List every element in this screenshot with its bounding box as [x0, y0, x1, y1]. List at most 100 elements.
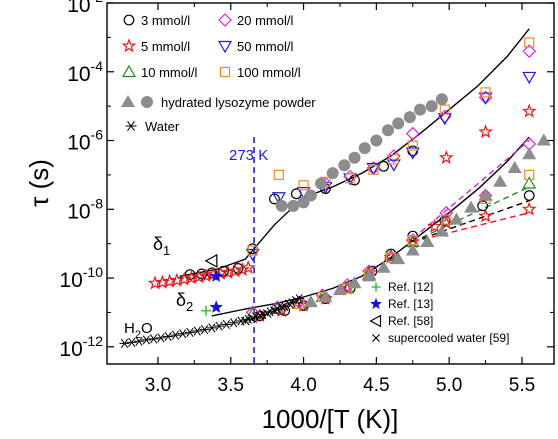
data-point — [240, 316, 250, 326]
data-point — [315, 177, 328, 190]
data-point — [382, 124, 395, 137]
data-point — [478, 188, 493, 201]
data-point — [358, 142, 371, 155]
data-point — [449, 212, 464, 225]
data-point — [126, 337, 137, 347]
data-point — [524, 169, 535, 181]
data-point — [524, 37, 535, 48]
legend-marker — [219, 66, 231, 78]
legend-label: 100 mmol/l — [237, 65, 301, 80]
y-tick-label: 10-12 — [59, 333, 103, 361]
data-point — [386, 149, 401, 163]
fit-line — [412, 186, 530, 243]
data-point — [169, 272, 185, 287]
data-point — [434, 224, 449, 237]
legend-marker — [218, 13, 232, 27]
data-point — [191, 269, 207, 284]
data-point — [405, 243, 420, 256]
data-point — [386, 159, 401, 172]
plot-frame — [106, 2, 555, 365]
data-point — [318, 289, 333, 302]
legend-label: 10 mmol/l — [141, 65, 197, 80]
fit-line — [211, 136, 530, 317]
data-point — [199, 325, 210, 335]
axis-tick-labels: 3.0 3.5 4.0 4.5 5.0 5.5 10-12 10-10 10-8 10-6 10-4… — [59, 0, 535, 396]
legend-label: 20 mmol/l — [237, 13, 293, 28]
data-point — [262, 309, 272, 318]
y-tick-label: 10-2 — [67, 0, 103, 17]
legend-top: 3 mmol/l 5 mmol/l 10 mmol/l 20 mmol/l 50 mmo… — [121, 13, 316, 134]
data-point — [201, 305, 212, 316]
x-axis-label: 1000/[T (K)] — [262, 404, 399, 434]
data-point — [362, 269, 377, 282]
data-point — [378, 160, 390, 172]
data-point — [147, 275, 163, 290]
data-point — [184, 327, 195, 337]
data-point — [177, 329, 188, 339]
data-point — [391, 252, 406, 265]
data-point — [478, 92, 493, 105]
y-tick-label: 10-10 — [59, 264, 103, 292]
legend-label: 5 mmol/l — [141, 39, 190, 54]
y-axis-label: τ (s) — [24, 159, 54, 207]
data-point — [235, 316, 246, 326]
data-point — [228, 318, 239, 328]
delta2-label: δ2 — [176, 290, 193, 314]
fit-line — [412, 212, 530, 243]
data-point — [347, 276, 362, 289]
data-point — [345, 173, 356, 184]
data-point — [332, 283, 347, 296]
data-point — [304, 189, 317, 202]
data-point — [204, 253, 218, 268]
data-point — [176, 271, 192, 286]
data-point — [141, 335, 152, 345]
legend-marker — [369, 314, 382, 328]
data-point — [214, 321, 225, 331]
data-point — [427, 218, 442, 233]
legend-marker — [370, 297, 382, 310]
delta1-label: δ1 — [153, 234, 170, 258]
x-tick-label: 3.5 — [218, 375, 244, 396]
data-point — [209, 269, 223, 282]
data-point — [536, 133, 551, 146]
legend-label: supercooled water [59] — [388, 331, 509, 345]
data-point — [184, 270, 199, 285]
data-point — [366, 162, 381, 176]
y-tick-label: 10-8 — [67, 195, 103, 223]
data-points — [119, 37, 551, 348]
data-point — [119, 338, 130, 348]
data-point — [220, 264, 236, 279]
data-point — [248, 314, 257, 324]
data-point — [403, 111, 416, 124]
data-point — [420, 234, 435, 247]
data-point — [170, 330, 181, 340]
data-point — [134, 336, 145, 346]
data-point — [227, 263, 243, 278]
data-point — [284, 299, 294, 309]
data-point — [477, 200, 489, 212]
legend-marker — [141, 96, 153, 108]
data-point — [480, 87, 491, 98]
data-point — [522, 71, 537, 85]
x-tick-label: 3.0 — [145, 375, 171, 396]
data-point — [221, 319, 232, 330]
data-point — [255, 311, 265, 321]
y-tick-label: 10-6 — [67, 127, 103, 155]
data-point — [247, 245, 258, 256]
data-point — [298, 180, 309, 191]
data-point — [271, 192, 286, 205]
data-point — [521, 201, 537, 216]
axis-ticks — [107, 2, 554, 364]
data-point — [209, 300, 223, 313]
data-point — [303, 295, 318, 308]
data-point — [405, 126, 420, 141]
data-point — [405, 147, 420, 160]
data-point — [273, 169, 284, 181]
data-point — [338, 159, 351, 172]
data-point — [348, 151, 361, 164]
fit-line — [412, 200, 530, 243]
data-point — [270, 306, 279, 316]
legend-label: 50 mmol/l — [237, 39, 293, 54]
data-point — [439, 205, 454, 220]
